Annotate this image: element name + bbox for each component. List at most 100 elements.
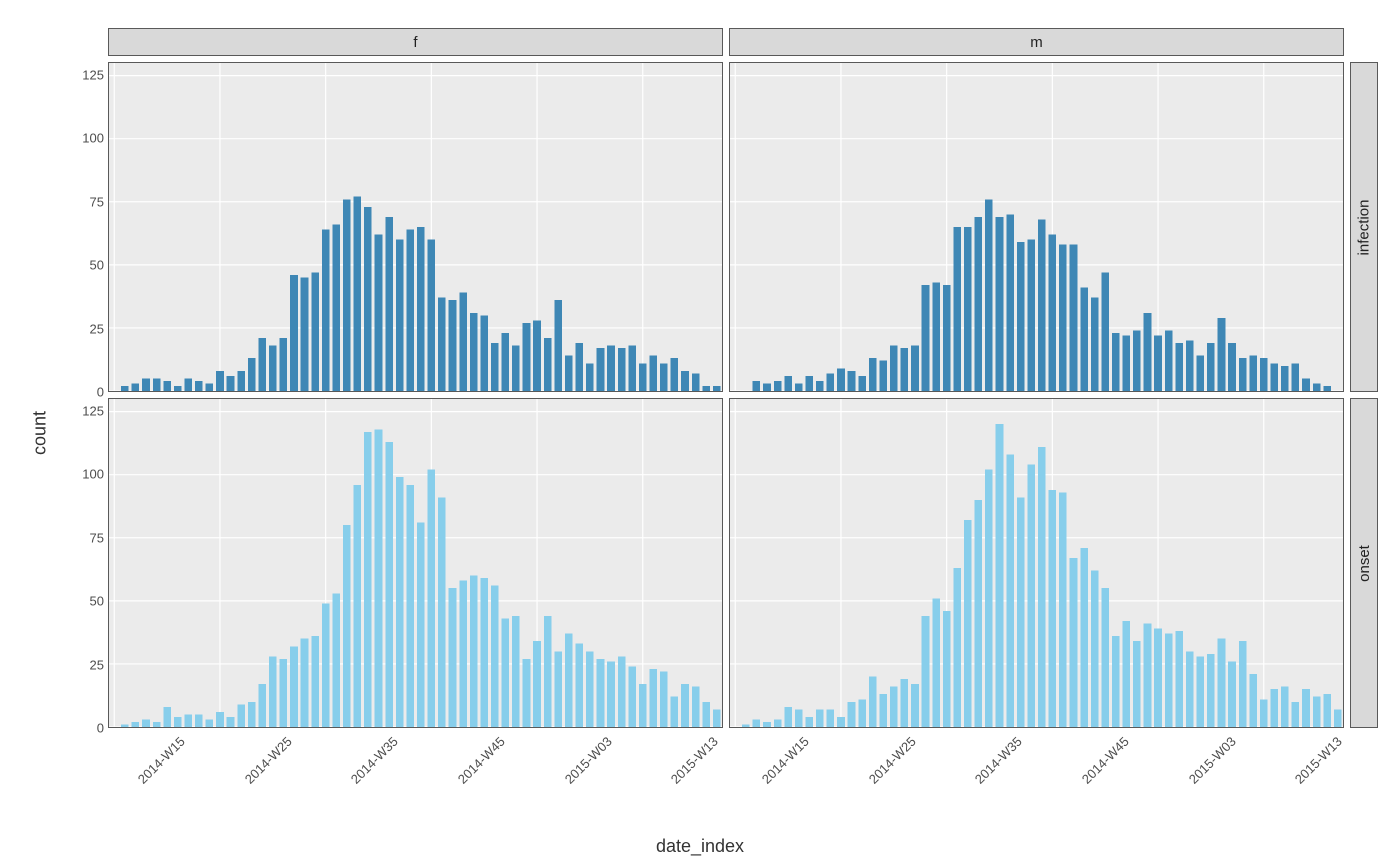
row-strip-label: infection: [1356, 199, 1373, 255]
bar: [375, 235, 383, 391]
bar: [713, 709, 721, 727]
bar: [1112, 333, 1120, 391]
bar: [311, 272, 319, 391]
bar: [650, 669, 658, 727]
bar: [1239, 641, 1247, 727]
bar: [1186, 341, 1194, 391]
bar: [121, 724, 129, 727]
bar: [1070, 245, 1078, 391]
bar: [554, 651, 562, 727]
bar: [237, 371, 245, 391]
bar: [332, 224, 340, 391]
bar: [1049, 490, 1057, 727]
y-tick-label: 125: [82, 403, 104, 418]
col-strip-f: f: [108, 28, 723, 56]
bar: [816, 381, 824, 391]
bar: [597, 348, 605, 391]
bar: [1006, 455, 1014, 727]
y-tick-label: 100: [82, 131, 104, 146]
bar: [618, 348, 626, 391]
bar: [964, 520, 972, 727]
bar: [713, 386, 721, 391]
bar: [1091, 298, 1099, 391]
x-tick-label: 2015-W03: [561, 734, 614, 787]
bar: [996, 424, 1004, 727]
bar: [1144, 624, 1152, 727]
bar: [174, 717, 182, 727]
bar: [890, 687, 898, 727]
bar: [343, 199, 351, 391]
bar: [943, 611, 951, 727]
bar: [1207, 654, 1215, 727]
bar: [692, 687, 700, 727]
bar: [774, 719, 782, 727]
bar: [364, 432, 372, 727]
bar: [544, 616, 552, 727]
bar: [163, 707, 171, 727]
bar: [1323, 694, 1331, 727]
bar: [1006, 214, 1014, 391]
bar: [932, 598, 940, 727]
bar: [449, 300, 457, 391]
bar: [576, 644, 584, 727]
bar: [121, 386, 129, 391]
bar: [322, 230, 330, 391]
bar: [911, 346, 919, 391]
bar: [650, 356, 658, 391]
bar: [1281, 366, 1289, 391]
bar: [639, 363, 647, 391]
bar: [1334, 709, 1342, 727]
bar: [763, 383, 771, 391]
bar: [922, 616, 930, 727]
row-strip-onset: onset: [1350, 398, 1378, 728]
bar: [985, 199, 993, 391]
bar: [671, 697, 679, 727]
bar: [1091, 571, 1099, 727]
bar: [332, 593, 340, 727]
bar: [848, 371, 856, 391]
bar: [174, 386, 182, 391]
bar: [1249, 356, 1257, 391]
bar: [901, 679, 909, 727]
x-tick-label: 2015-W13: [1292, 734, 1345, 787]
bar: [1271, 363, 1279, 391]
y-tick-label: 25: [90, 321, 104, 336]
x-tick-label: 2014-W15: [135, 734, 188, 787]
bar: [628, 346, 636, 391]
bar: [406, 230, 414, 391]
bar: [607, 346, 615, 391]
bar: [417, 523, 425, 727]
bar: [953, 227, 961, 391]
bar: [1175, 343, 1183, 391]
bar: [1038, 447, 1046, 727]
bar: [480, 315, 488, 391]
bar: [975, 500, 983, 727]
bar: [269, 656, 277, 727]
bar: [763, 722, 771, 727]
bar: [195, 381, 203, 391]
facet-grid: f m infection onset: [108, 28, 1378, 728]
bar: [837, 368, 845, 391]
bar: [502, 619, 510, 727]
panel-m-infection: [729, 62, 1344, 392]
bar: [533, 320, 541, 391]
bar: [985, 470, 993, 727]
bar: [681, 371, 689, 391]
bar: [512, 616, 520, 727]
bar: [681, 684, 689, 727]
bar: [1123, 335, 1131, 391]
bar: [544, 338, 552, 391]
bar: [523, 659, 531, 727]
bar: [459, 581, 467, 727]
bar: [597, 659, 605, 727]
bar: [237, 704, 245, 727]
bar: [890, 346, 898, 391]
bar: [438, 298, 446, 391]
bar: [879, 361, 887, 391]
bar: [417, 227, 425, 391]
bar: [702, 386, 710, 391]
bar: [1154, 629, 1162, 727]
bar: [827, 373, 835, 391]
bar: [132, 722, 140, 727]
bar: [1070, 558, 1078, 727]
